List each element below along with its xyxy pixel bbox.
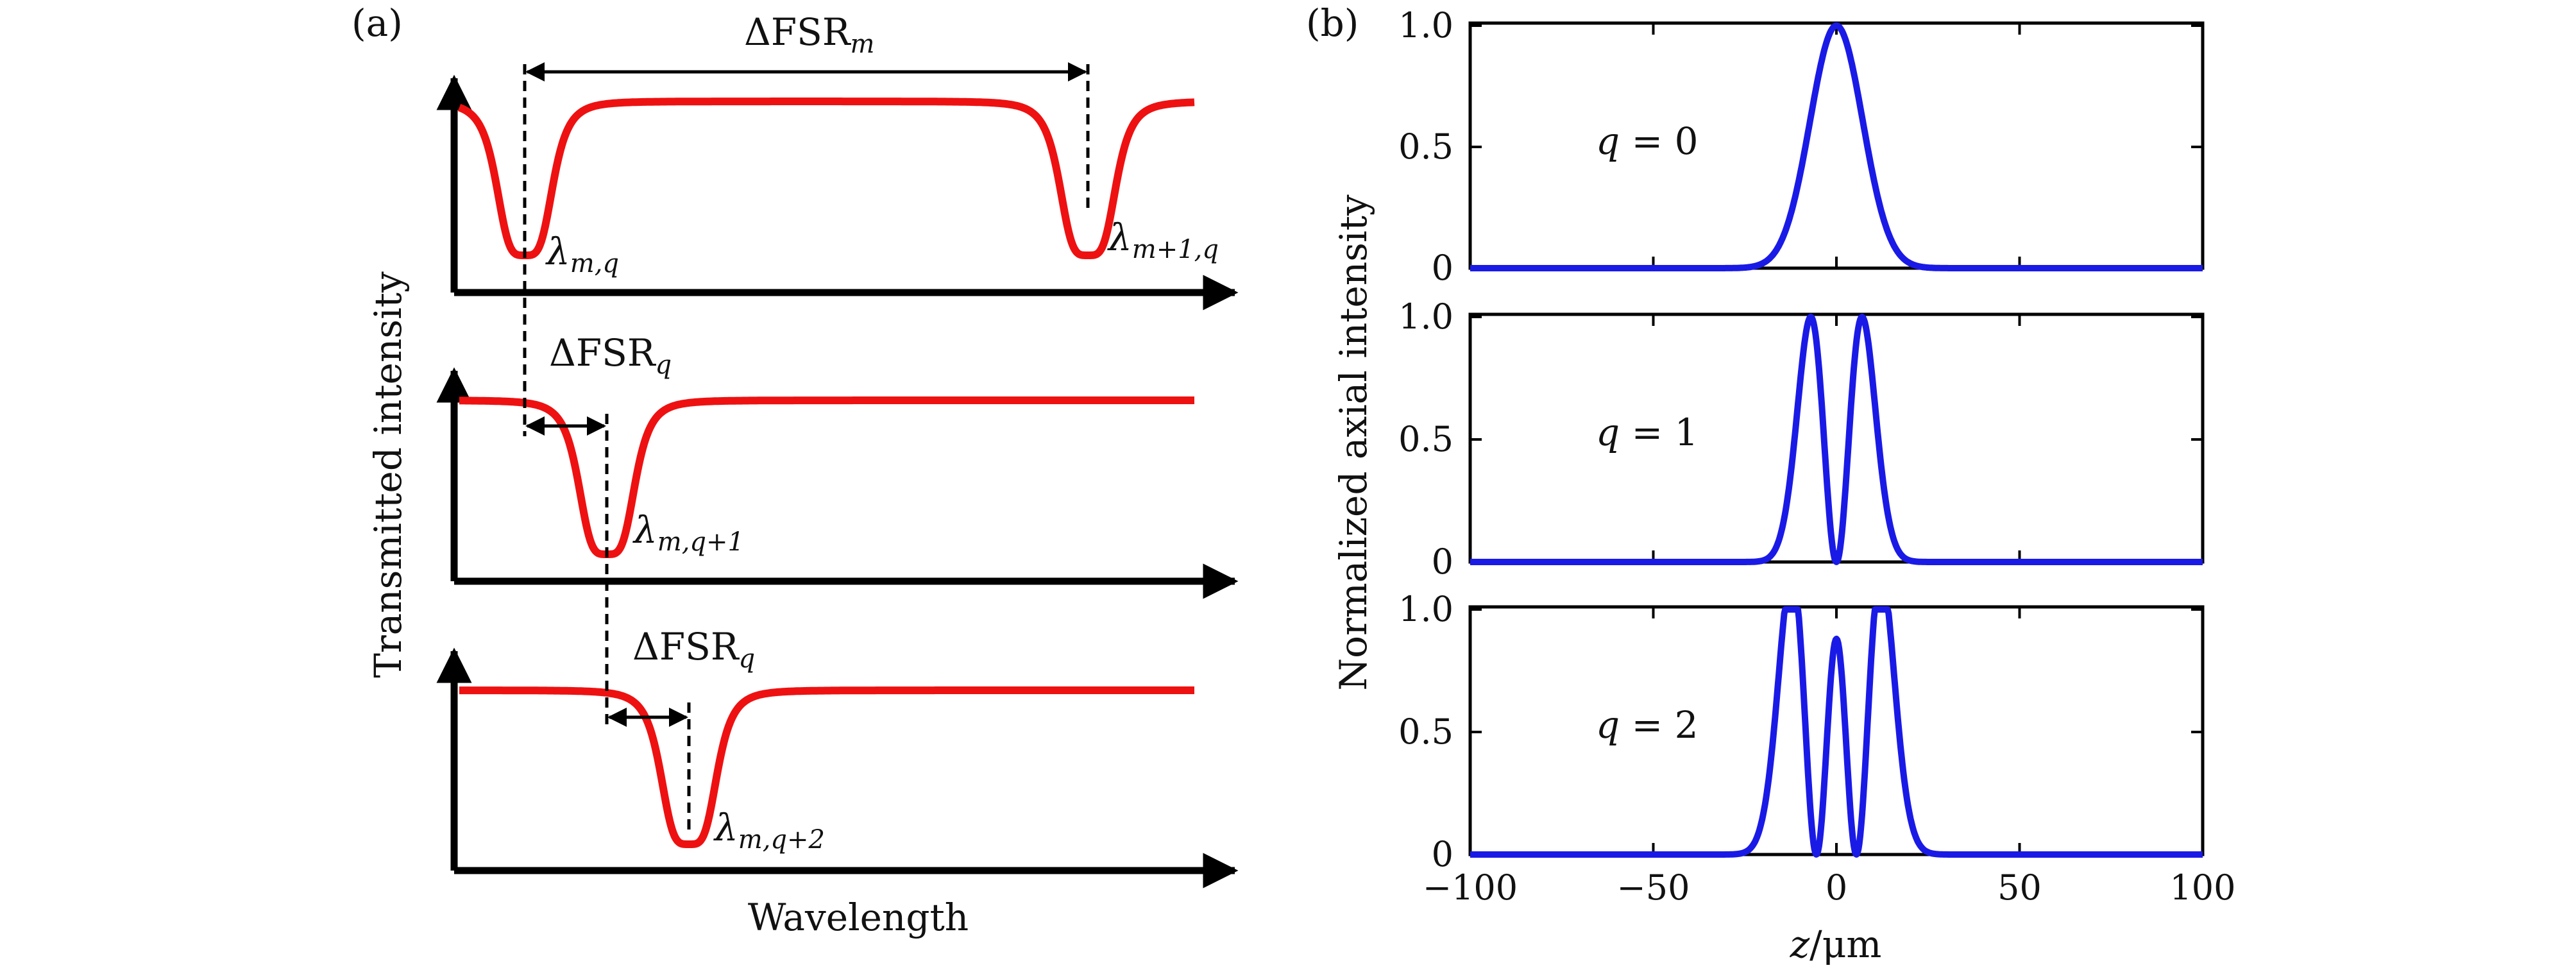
y-tick-label: 1.0 bbox=[1398, 296, 1453, 337]
y-tick-label: 0.5 bbox=[1398, 126, 1453, 167]
panel-a: (a) ΔFSRm ΔFSRq ΔFSRq bbox=[352, 1, 1239, 939]
series-line-q0 bbox=[1468, 22, 2205, 271]
panel-b-ylabel: Normalized axial intensity bbox=[1332, 194, 1375, 690]
y-tick-label: 0 bbox=[1432, 541, 1453, 582]
spectrum-curve-1 bbox=[457, 98, 1197, 259]
panel-a-label: (a) bbox=[352, 1, 403, 45]
subplot-label-q0: q = 0 bbox=[1596, 119, 1699, 163]
spectrum-curve-3 bbox=[457, 686, 1197, 848]
x-tick-label: −100 bbox=[1423, 867, 1518, 908]
dip-label-m-q: λm,q bbox=[545, 230, 619, 278]
series-line-q2 bbox=[1468, 606, 2205, 858]
subplot-label-q2: q = 2 bbox=[1596, 703, 1699, 747]
x-tick-label: −50 bbox=[1617, 867, 1690, 908]
subplot-label-q1: q = 1 bbox=[1596, 411, 1699, 454]
panel-b: (b) 0 0.5 1.0 q = 0 0 0.5 1.0 q = 1 0 0.5 1.0 −100 −… bbox=[1306, 1, 2236, 966]
subplot-frame bbox=[1468, 21, 2205, 270]
dip-label-m1-q: λm+1,q bbox=[1107, 216, 1219, 264]
panel-b-xlabel: z/μm bbox=[1790, 923, 1882, 966]
x-tick-label: 100 bbox=[2169, 867, 2235, 908]
y-tick-label: 0 bbox=[1432, 248, 1453, 288]
y-tick-label: 1.0 bbox=[1398, 589, 1453, 629]
panel-a-ylabel: Transmitted intensity bbox=[366, 271, 410, 678]
fsr-q-label-1: ΔFSRq bbox=[549, 331, 672, 380]
x-tick-label: 0 bbox=[1826, 867, 1847, 908]
subplot-frame bbox=[1468, 312, 2205, 564]
y-tick-label: 0.5 bbox=[1398, 711, 1453, 752]
y-tick-label: 1.0 bbox=[1398, 5, 1453, 46]
panel-b-label: (b) bbox=[1306, 1, 1359, 45]
dip-label-m-q1: λm,q+1 bbox=[632, 508, 744, 557]
subplot-q1: 0 0.5 1.0 q = 1 bbox=[1398, 296, 2205, 582]
fsr-m-label: ΔFSRm bbox=[744, 10, 874, 59]
panel-a-xlabel: Wavelength bbox=[748, 896, 969, 939]
subplot-q2: 0 0.5 1.0 −100 −50 0 50 100 q = 2 bbox=[1398, 589, 2235, 908]
series-line-q1 bbox=[1468, 314, 2205, 565]
y-tick-label: 0 bbox=[1432, 834, 1453, 874]
dip-label-m-q2: λm,q+2 bbox=[713, 806, 825, 855]
spectrum-curve-2 bbox=[457, 396, 1197, 558]
x-tick-label: 50 bbox=[1997, 867, 2042, 908]
subplot-q0: 0 0.5 1.0 q = 0 bbox=[1398, 5, 2205, 288]
y-tick-label: 0.5 bbox=[1398, 419, 1453, 459]
fsr-q-label-2: ΔFSRq bbox=[632, 625, 755, 674]
